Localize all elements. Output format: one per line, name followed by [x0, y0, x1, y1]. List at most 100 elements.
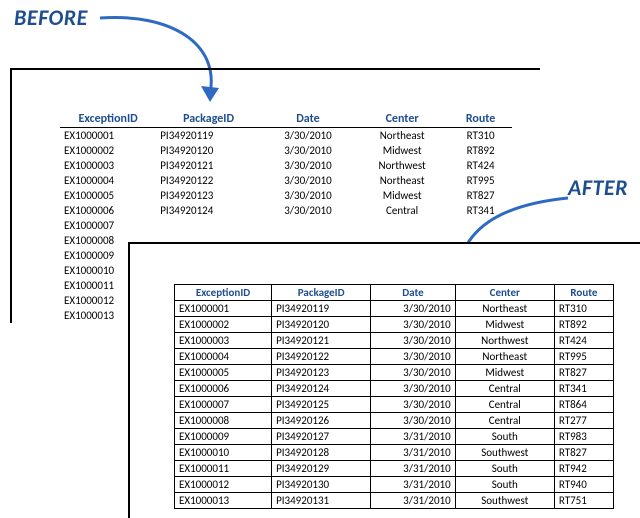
cell[interactable]: South [455, 461, 554, 477]
table-row[interactable]: EX1000009PI349201273/31/2010SouthRT983 [175, 429, 614, 445]
cell[interactable]: PI34920119 [156, 128, 261, 144]
cell[interactable]: EX1000006 [60, 203, 156, 218]
cell[interactable]: Northeast [455, 301, 554, 317]
table-row[interactable]: EX1000005PI349201233/30/2010MidwestRT827 [175, 365, 614, 381]
cell[interactable]: EX1000007 [175, 397, 272, 413]
cell[interactable]: 3/31/2010 [371, 493, 455, 509]
table-row[interactable]: EX1000011PI349201293/31/2010SouthRT942 [175, 461, 614, 477]
cell[interactable]: Southwest [455, 445, 554, 461]
cell[interactable]: PI34920126 [272, 413, 371, 429]
cell[interactable]: Central [355, 203, 449, 218]
cell[interactable]: Midwest [355, 143, 449, 158]
cell[interactable]: RT892 [449, 143, 512, 158]
cell[interactable]: 3/30/2010 [371, 381, 455, 397]
cell[interactable]: RT341 [449, 203, 512, 218]
table-row[interactable]: EX1000004PI349201223/30/2010NortheastRT9… [175, 349, 614, 365]
cell[interactable]: PI34920131 [272, 493, 371, 509]
cell[interactable]: RT277 [554, 413, 613, 429]
cell[interactable]: EX1000007 [60, 218, 156, 233]
table-row[interactable]: EX1000002PI349201203/30/2010MidwestRT892 [175, 317, 614, 333]
table-row[interactable]: EX1000008PI349201263/30/2010CentralRT277 [175, 413, 614, 429]
cell[interactable]: 3/30/2010 [261, 128, 355, 144]
cell[interactable]: PI34920122 [156, 173, 261, 188]
cell[interactable]: EX1000002 [60, 143, 156, 158]
cell[interactable]: Midwest [455, 317, 554, 333]
table-row[interactable]: EX1000001PI349201193/30/2010NortheastRT3… [60, 128, 512, 144]
table-row[interactable]: EX1000002PI349201203/30/2010MidwestRT892 [60, 143, 512, 158]
cell[interactable]: RT827 [449, 188, 512, 203]
cell[interactable]: Central [455, 381, 554, 397]
cell[interactable]: PI34920129 [272, 461, 371, 477]
cell[interactable]: EX1000003 [60, 158, 156, 173]
cell[interactable]: EX1000012 [175, 477, 272, 493]
table-row[interactable]: EX1000010PI349201283/31/2010SouthwestRT8… [175, 445, 614, 461]
cell[interactable]: PI34920121 [272, 333, 371, 349]
table-row[interactable]: EX1000006PI349201243/30/2010CentralRT341 [175, 381, 614, 397]
cell[interactable]: PI34920120 [156, 143, 261, 158]
table-row[interactable]: EX1000001PI349201193/30/2010NortheastRT3… [175, 301, 614, 317]
cell[interactable]: RT341 [554, 381, 613, 397]
cell[interactable]: 3/30/2010 [371, 413, 455, 429]
cell[interactable]: RT995 [554, 349, 613, 365]
cell[interactable]: RT864 [554, 397, 613, 413]
cell[interactable]: PI34920121 [156, 158, 261, 173]
cell[interactable]: RT983 [554, 429, 613, 445]
cell[interactable]: EX1000006 [175, 381, 272, 397]
cell[interactable]: PI34920130 [272, 477, 371, 493]
table-row[interactable]: EX1000004PI349201223/30/2010NortheastRT9… [60, 173, 512, 188]
cell[interactable]: Midwest [355, 188, 449, 203]
table-row[interactable]: EX1000007 [60, 218, 512, 233]
cell[interactable]: EX1000008 [175, 413, 272, 429]
cell[interactable]: Northwest [355, 158, 449, 173]
cell[interactable]: 3/30/2010 [261, 158, 355, 173]
cell[interactable]: EX1000010 [175, 445, 272, 461]
cell[interactable]: Central [455, 397, 554, 413]
cell[interactable]: RT424 [449, 158, 512, 173]
cell[interactable]: RT424 [554, 333, 613, 349]
cell[interactable]: 3/30/2010 [371, 349, 455, 365]
cell[interactable]: RT751 [554, 493, 613, 509]
cell[interactable]: Northeast [455, 349, 554, 365]
cell[interactable]: Midwest [455, 365, 554, 381]
table-row[interactable]: EX1000006PI349201243/30/2010CentralRT341 [60, 203, 512, 218]
cell[interactable] [449, 218, 512, 233]
cell[interactable]: EX1000001 [175, 301, 272, 317]
cell[interactable]: 3/30/2010 [371, 333, 455, 349]
cell[interactable]: PI34920122 [272, 349, 371, 365]
cell[interactable]: RT827 [554, 445, 613, 461]
cell[interactable]: 3/30/2010 [371, 397, 455, 413]
cell[interactable]: RT942 [554, 461, 613, 477]
cell[interactable]: RT892 [554, 317, 613, 333]
cell[interactable]: EX1000002 [175, 317, 272, 333]
cell[interactable]: EX1000005 [60, 188, 156, 203]
cell[interactable]: EX1000009 [175, 429, 272, 445]
table-row[interactable]: EX1000005PI349201233/30/2010MidwestRT827 [60, 188, 512, 203]
cell[interactable]: RT940 [554, 477, 613, 493]
cell[interactable]: EX1000011 [175, 461, 272, 477]
cell[interactable]: Northeast [355, 128, 449, 144]
cell[interactable] [156, 218, 261, 233]
cell[interactable]: South [455, 429, 554, 445]
cell[interactable]: 3/31/2010 [371, 429, 455, 445]
cell[interactable]: Northwest [455, 333, 554, 349]
cell[interactable]: 3/31/2010 [371, 461, 455, 477]
table-row[interactable]: EX1000007PI349201253/30/2010CentralRT864 [175, 397, 614, 413]
cell[interactable]: PI34920125 [272, 397, 371, 413]
cell[interactable]: EX1000004 [60, 173, 156, 188]
cell[interactable]: PI34920119 [272, 301, 371, 317]
table-row[interactable]: EX1000012PI349201303/31/2010SouthRT940 [175, 477, 614, 493]
cell[interactable]: 3/30/2010 [261, 203, 355, 218]
cell[interactable]: PI34920124 [156, 203, 261, 218]
cell[interactable]: RT995 [449, 173, 512, 188]
cell[interactable]: RT827 [554, 365, 613, 381]
cell[interactable]: EX1000005 [175, 365, 272, 381]
cell[interactable]: South [455, 477, 554, 493]
cell[interactable]: 3/30/2010 [371, 317, 455, 333]
cell[interactable]: PI34920123 [156, 188, 261, 203]
cell[interactable]: 3/30/2010 [261, 143, 355, 158]
cell[interactable]: EX1000013 [175, 493, 272, 509]
cell[interactable]: 3/30/2010 [261, 173, 355, 188]
cell[interactable] [355, 218, 449, 233]
cell[interactable]: 3/30/2010 [371, 301, 455, 317]
cell[interactable]: Northeast [355, 173, 449, 188]
